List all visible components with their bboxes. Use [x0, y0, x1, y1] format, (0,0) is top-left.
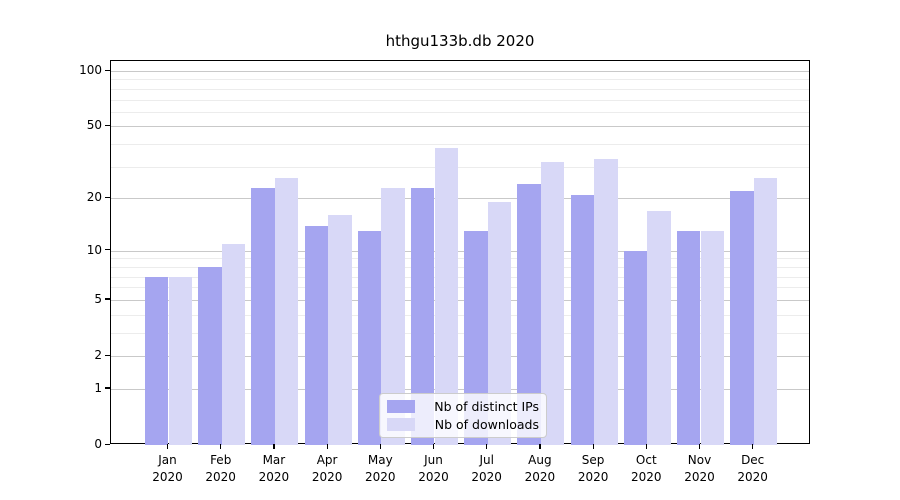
bar-downloads-apr: [328, 215, 352, 445]
x-tick-mark-jun: [433, 444, 435, 449]
x-tick-mark-jan: [167, 444, 169, 449]
x-tick-mark-sep: [592, 444, 594, 449]
x-tick-label-may: May 2020: [365, 453, 396, 484]
bar-downloads-feb: [221, 243, 246, 445]
bar-downloads-aug: [540, 161, 565, 445]
bar-distinct-ips-sep: [570, 194, 595, 445]
bar-distinct-ips-apr: [304, 225, 329, 445]
legend: Nb of distinct IPs Nb of downloads: [379, 393, 547, 438]
y-tick-label-2: 2: [94, 348, 102, 362]
legend-swatch-distinct-ips: [387, 400, 415, 413]
bar-downloads-jan: [168, 276, 193, 445]
bar-distinct-ips-may: [357, 231, 382, 445]
x-tick-mark-dec: [752, 444, 754, 449]
bar-downloads-jun: [434, 148, 459, 445]
minor-gridline-y-6: [111, 287, 809, 289]
y-tick-mark-50: [105, 124, 110, 127]
minor-gridline-y-3: [111, 332, 809, 334]
x-tick-label-sep: Sep 2020: [577, 453, 609, 484]
bar-downloads-dec: [753, 177, 778, 445]
x-tick-mark-feb: [220, 444, 222, 449]
bar-downloads-jul: [487, 202, 512, 445]
y-tick-mark-100: [105, 69, 110, 71]
bar-distinct-ips-nov: [676, 231, 701, 445]
y-tick-label-5: 5: [94, 291, 102, 306]
x-tick-label-aug: Aug 2020: [524, 453, 556, 484]
legend-label-downloads: Nb of downloads: [434, 416, 539, 432]
bar-distinct-ips-mar: [251, 187, 275, 445]
y-tick-label-20: 20: [86, 190, 102, 205]
minor-gridline-y-40: [111, 144, 809, 146]
gridline-y-100: [111, 71, 809, 72]
x-tick-label-mar: Mar 2020: [258, 453, 290, 484]
gridline-y-50: [111, 126, 809, 128]
x-tick-mark-nov: [699, 444, 701, 449]
minor-gridline-y-70: [111, 99, 809, 101]
x-tick-label-jul: Jul 2020: [471, 453, 502, 484]
y-tick-mark-0: [105, 443, 110, 445]
bar-distinct-ips-dec: [730, 190, 754, 445]
x-tick-mark-oct: [645, 444, 648, 449]
minor-gridline-y-4: [111, 314, 809, 316]
legend-item-downloads: Nb of downloads: [387, 416, 539, 432]
minor-gridline-y-90: [111, 79, 809, 81]
x-tick-label-jun: Jun 2020: [418, 453, 449, 484]
y-tick-label-10: 10: [86, 242, 102, 257]
y-tick-mark-10: [105, 249, 110, 251]
bar-distinct-ips-feb: [198, 266, 222, 445]
minor-gridline-y-80: [111, 88, 809, 90]
gridline-y-5: [111, 299, 809, 301]
chart-title: hthgu133b.db 2020: [385, 32, 535, 50]
bar-distinct-ips-jun: [410, 187, 435, 445]
x-tick-label-nov: Nov 2020: [684, 453, 715, 484]
bar-distinct-ips-oct: [623, 250, 648, 445]
bar-downloads-nov: [700, 231, 725, 445]
gridline-y-10: [111, 250, 809, 252]
y-tick-label-100: 100: [79, 63, 102, 77]
x-tick-mark-jul: [486, 444, 488, 449]
x-tick-label-jan: Jan 2020: [152, 453, 183, 484]
bar-downloads-may: [381, 187, 405, 445]
x-tick-label-dec: Dec 2020: [737, 453, 768, 484]
y-tick-mark-20: [105, 196, 110, 199]
minor-gridline-y-60: [111, 111, 809, 113]
x-tick-label-oct: Oct 2020: [631, 453, 662, 484]
y-tick-mark-2: [105, 354, 110, 356]
bar-downloads-mar: [274, 177, 299, 445]
bar-distinct-ips-aug: [517, 184, 541, 445]
minor-gridline-y-30: [111, 166, 809, 168]
legend-item-distinct-ips: Nb of distinct IPs: [387, 398, 539, 414]
y-tick-mark-5: [105, 298, 110, 300]
gridline-y-1: [111, 388, 809, 390]
gridline-y-20: [111, 198, 809, 200]
x-tick-mark-may: [379, 444, 382, 449]
y-tick-label-0: 0: [94, 437, 102, 451]
gridline-y-2: [111, 356, 809, 357]
bar-downloads-sep: [594, 159, 618, 445]
minor-gridline-y-9: [111, 258, 809, 260]
x-tick-mark-apr: [326, 444, 328, 449]
bar-downloads-oct: [647, 210, 671, 445]
x-tick-label-feb: Feb 2020: [205, 453, 236, 484]
minor-gridline-y-8: [111, 266, 809, 268]
minor-gridline-y-7: [111, 276, 809, 278]
legend-label-distinct-ips: Nb of distinct IPs: [434, 398, 539, 414]
bar-distinct-ips-jul: [464, 231, 488, 445]
y-tick-mark-1: [105, 387, 110, 389]
x-tick-mark-mar: [273, 444, 275, 449]
plot-area: [110, 60, 810, 445]
legend-swatch-downloads: [387, 418, 415, 431]
bar-distinct-ips-jan: [144, 276, 169, 445]
x-tick-label-apr: Apr 2020: [311, 453, 343, 484]
y-tick-label-50: 50: [86, 118, 102, 133]
x-tick-mark-aug: [539, 444, 541, 449]
y-tick-label-1: 1: [94, 380, 102, 395]
